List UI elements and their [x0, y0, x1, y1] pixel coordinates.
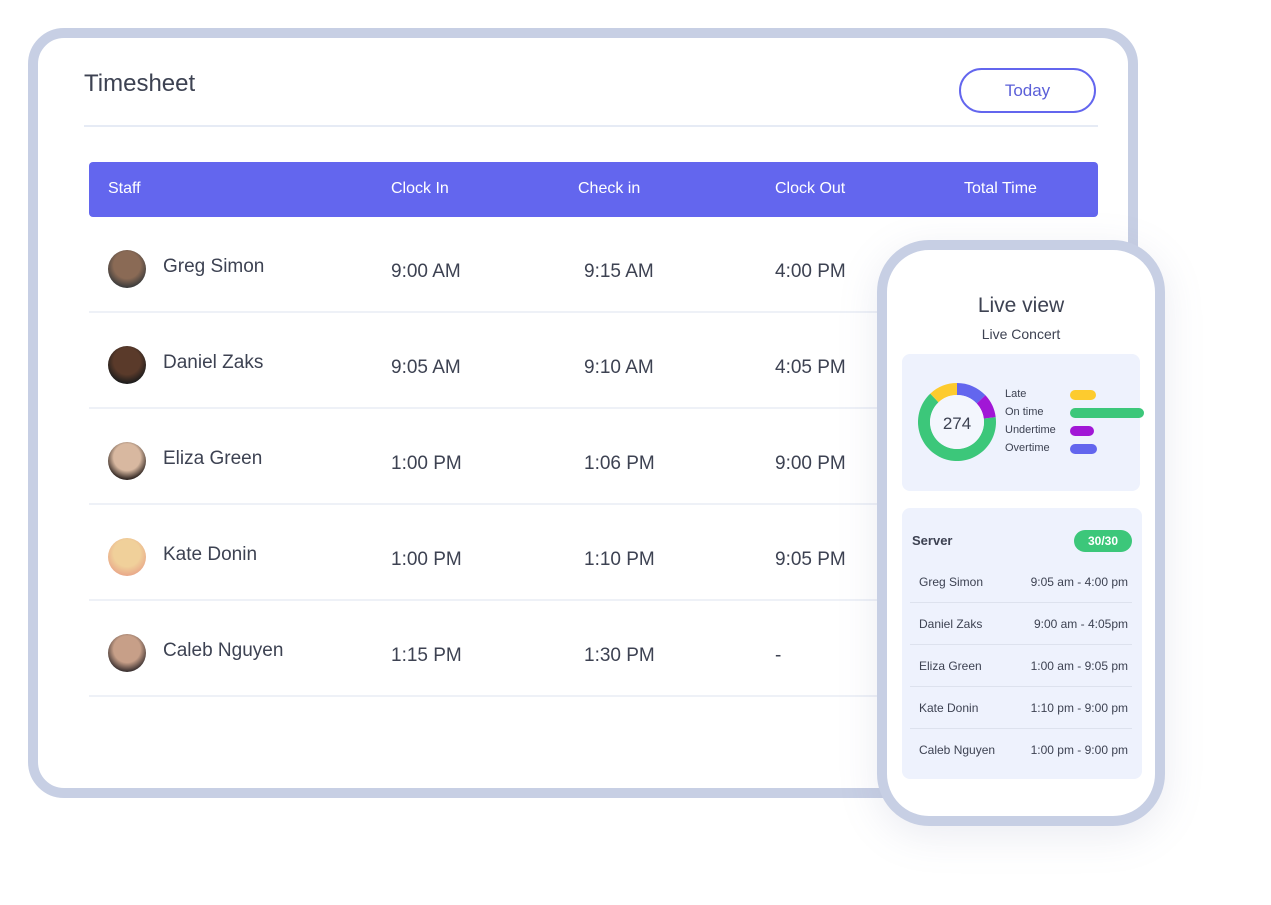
- avatar: [108, 250, 146, 288]
- live-view-subtitle: Live Concert: [981, 326, 1061, 342]
- donut-segment-undertime: [976, 395, 996, 419]
- clock-in: 1:00 PM: [391, 453, 462, 474]
- clock-out: 4:00 PM: [775, 261, 846, 282]
- clock-in: 9:00 AM: [391, 261, 461, 282]
- table-row[interactable]: Daniel Zaks 9:05 AM 9:10 AM 4:05 PM: [89, 313, 889, 409]
- server-row[interactable]: Kate Donin 1:10 pm - 9:00 pm: [910, 687, 1132, 729]
- chart-panel: 274 Late On time Undertime Overtime: [902, 354, 1144, 491]
- avatar: [108, 346, 146, 384]
- column-header-total-time[interactable]: Total Time: [964, 180, 1037, 197]
- staff-name: Daniel Zaks: [163, 352, 264, 373]
- staff-name: Eliza Green: [163, 448, 263, 469]
- legend-bar: [1070, 408, 1144, 418]
- live-view-title: Live view: [977, 294, 1065, 317]
- server-shift-time: 9:00 am - 4:05pm: [1033, 617, 1128, 631]
- page-title: Timesheet: [84, 70, 196, 97]
- donut-chart: [918, 383, 996, 461]
- clock-in: 1:00 PM: [391, 549, 462, 570]
- legend-label: Late: [1005, 388, 1027, 400]
- donut-segment-on-time: [918, 393, 996, 461]
- check-in: 9:15 AM: [584, 261, 654, 282]
- server-staff-name: Daniel Zaks: [919, 617, 983, 631]
- donut-segment-overtime: [957, 383, 986, 404]
- server-staff-name: Caleb Nguyen: [919, 743, 996, 757]
- check-in: 9:10 AM: [584, 357, 654, 378]
- live-view-phone: Live view Live Concert 274 Late On time …: [877, 240, 1165, 826]
- table-row[interactable]: Kate Donin 1:00 PM 1:10 PM 9:05 PM: [89, 505, 889, 601]
- server-shift-time: 1:10 pm - 9:00 pm: [1030, 701, 1128, 715]
- clock-in: 9:05 AM: [391, 357, 461, 378]
- table-header: Staff Clock In Check in Clock Out Total …: [89, 162, 1098, 217]
- legend-label: Undertime: [1005, 424, 1056, 436]
- column-header-clock-in[interactable]: Clock In: [391, 180, 449, 197]
- server-shift-time: 9:05 am - 4:00 pm: [1030, 575, 1128, 589]
- table-row[interactable]: Caleb Nguyen 1:15 PM 1:30 PM -: [89, 601, 889, 697]
- clock-out: 9:00 PM: [775, 453, 846, 474]
- server-staff-name: Eliza Green: [919, 659, 982, 673]
- clock-out: -: [775, 645, 782, 666]
- avatar: [108, 634, 146, 672]
- divider: [84, 125, 1098, 127]
- column-header-check-in[interactable]: Check in: [578, 180, 641, 197]
- staff-name: Caleb Nguyen: [163, 640, 284, 661]
- legend-bar: [1070, 390, 1096, 400]
- legend-label: On time: [1005, 406, 1044, 418]
- avatar: [108, 538, 146, 576]
- clock-out: 4:05 PM: [775, 357, 846, 378]
- server-shift-time: 1:00 am - 9:05 pm: [1030, 659, 1128, 673]
- today-button[interactable]: Today: [959, 68, 1096, 113]
- legend-label: Overtime: [1005, 442, 1050, 454]
- server-row[interactable]: Caleb Nguyen 1:00 pm - 9:00 pm: [910, 729, 1132, 771]
- check-in: 1:30 PM: [584, 645, 655, 666]
- server-label: Server: [912, 533, 953, 548]
- table-row[interactable]: Greg Simon 9:00 AM 9:15 AM 4:00 PM: [89, 217, 889, 313]
- donut-segment-late: [930, 383, 957, 403]
- clock-in: 1:15 PM: [391, 645, 462, 666]
- server-staff-name: Kate Donin: [919, 701, 979, 715]
- column-header-staff[interactable]: Staff: [108, 180, 141, 197]
- staff-name: Kate Donin: [163, 544, 258, 565]
- legend-bar: [1070, 444, 1097, 454]
- server-row[interactable]: Daniel Zaks 9:00 am - 4:05pm: [910, 603, 1132, 645]
- server-panel: Server 30/30 Greg Simon 9:05 am - 4:00 p…: [902, 508, 1142, 779]
- check-in: 1:06 PM: [584, 453, 655, 474]
- server-staff-name: Greg Simon: [919, 575, 984, 589]
- clock-out: 9:05 PM: [775, 549, 846, 570]
- donut-total: 274: [942, 414, 972, 433]
- server-count-badge: 30/30: [1074, 530, 1132, 552]
- legend-bar: [1070, 426, 1094, 436]
- server-row[interactable]: Greg Simon 9:05 am - 4:00 pm: [910, 561, 1132, 603]
- avatar: [108, 442, 146, 480]
- column-header-clock-out[interactable]: Clock Out: [775, 180, 846, 197]
- server-row[interactable]: Eliza Green 1:00 am - 9:05 pm: [910, 645, 1132, 687]
- check-in: 1:10 PM: [584, 549, 655, 570]
- server-shift-time: 1:00 pm - 9:00 pm: [1030, 743, 1128, 757]
- table-row[interactable]: Eliza Green 1:00 PM 1:06 PM 9:00 PM: [89, 409, 889, 505]
- staff-name: Greg Simon: [163, 256, 265, 277]
